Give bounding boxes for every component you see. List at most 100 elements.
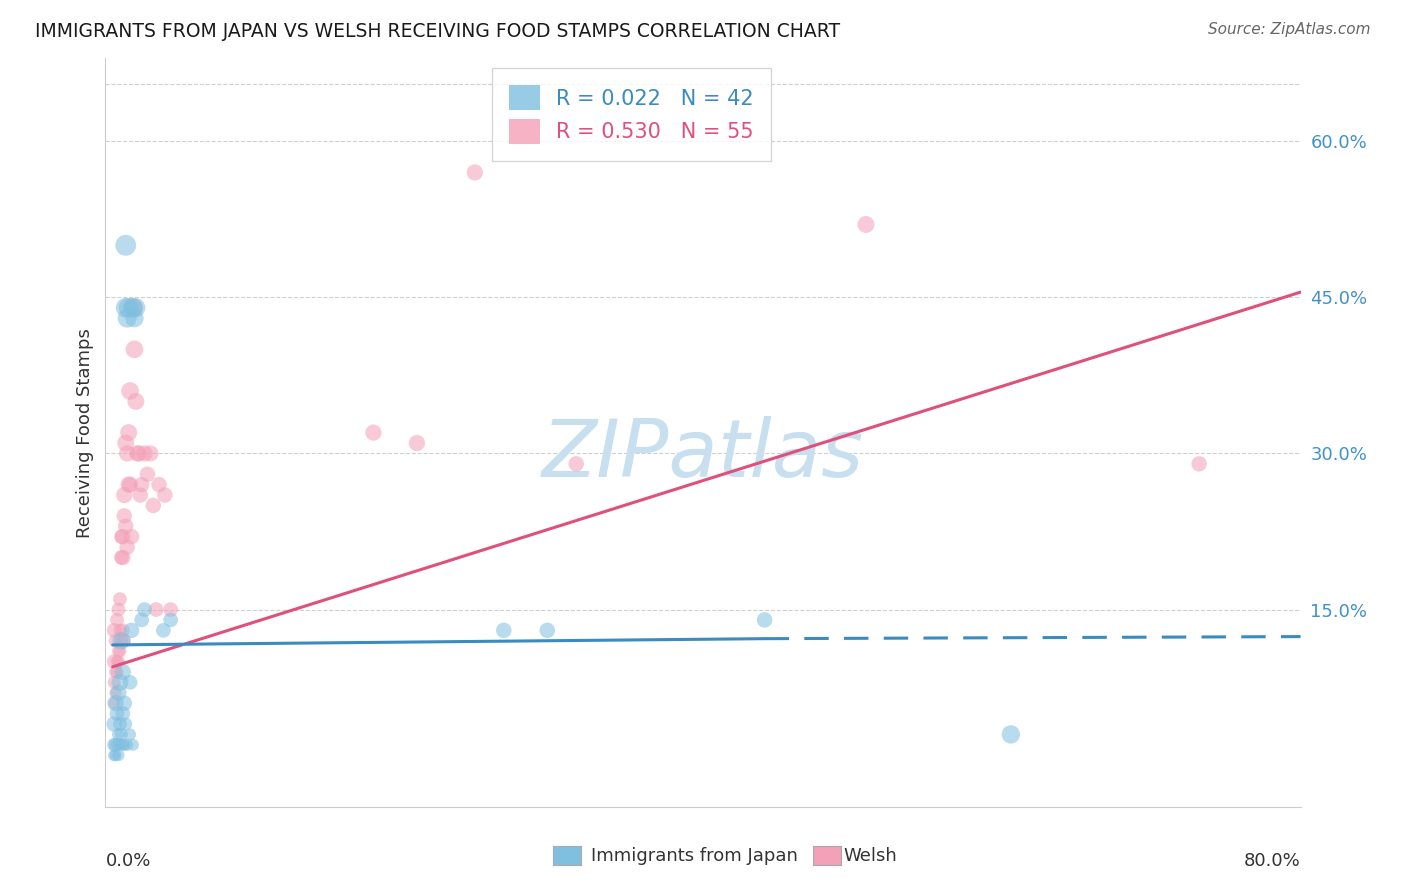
Point	[159, 602, 181, 616]
Text: Welsh: Welsh	[844, 847, 897, 865]
Point	[114, 301, 136, 315]
Point	[124, 311, 146, 326]
Point	[110, 727, 132, 741]
Point	[131, 613, 153, 627]
Point	[117, 301, 139, 315]
Point	[104, 748, 127, 763]
Text: 0.0%: 0.0%	[105, 852, 150, 871]
Point	[114, 238, 136, 252]
Point	[108, 675, 131, 690]
Point	[754, 613, 776, 627]
Point	[120, 477, 142, 491]
Point	[108, 592, 131, 607]
Point	[128, 446, 150, 460]
Point	[124, 343, 146, 357]
Y-axis label: Receiving Food Stamps: Receiving Food Stamps	[76, 327, 94, 538]
Point	[111, 738, 134, 752]
Point	[103, 717, 125, 731]
Point	[103, 696, 125, 710]
Point	[105, 665, 128, 679]
Point	[125, 301, 148, 315]
Point	[112, 696, 135, 710]
Point	[464, 165, 486, 179]
Point	[406, 436, 429, 450]
Point	[148, 477, 170, 491]
Point	[1188, 457, 1211, 471]
Point	[105, 738, 128, 752]
Point	[153, 488, 176, 502]
Point	[129, 488, 152, 502]
Text: Immigrants from Japan: Immigrants from Japan	[591, 847, 797, 865]
Legend: R = 0.022   N = 42, R = 0.530   N = 55: R = 0.022 N = 42, R = 0.530 N = 55	[492, 69, 770, 161]
Point	[152, 624, 174, 638]
Point	[112, 508, 135, 523]
Point	[363, 425, 385, 440]
Text: ZIPatlas: ZIPatlas	[541, 416, 865, 494]
Point	[112, 488, 135, 502]
Point	[108, 644, 131, 658]
Point	[105, 655, 128, 669]
Point	[111, 665, 134, 679]
Point	[134, 446, 156, 460]
Point	[492, 624, 515, 638]
Point	[104, 738, 127, 752]
Point	[145, 602, 167, 616]
Point	[131, 477, 153, 491]
Point	[127, 446, 149, 460]
Point	[139, 446, 162, 460]
Point	[142, 499, 165, 513]
Point	[103, 655, 125, 669]
Point	[110, 550, 132, 565]
Point	[111, 530, 134, 544]
Point	[117, 477, 139, 491]
Point	[111, 624, 134, 638]
Point	[115, 738, 138, 752]
Point	[107, 602, 129, 616]
Point	[110, 633, 132, 648]
Point	[115, 540, 138, 554]
Point	[104, 633, 127, 648]
Point	[114, 519, 136, 533]
Point	[103, 748, 125, 763]
Point	[105, 706, 128, 721]
Point	[159, 613, 181, 627]
Point	[114, 436, 136, 450]
Text: IMMIGRANTS FROM JAPAN VS WELSH RECEIVING FOOD STAMPS CORRELATION CHART: IMMIGRANTS FROM JAPAN VS WELSH RECEIVING…	[35, 22, 841, 41]
Point	[112, 738, 135, 752]
Point	[110, 633, 132, 648]
Point	[107, 644, 129, 658]
Point	[107, 748, 129, 763]
Point	[136, 467, 159, 482]
Point	[107, 727, 129, 741]
Point	[110, 530, 132, 544]
Point	[120, 727, 142, 741]
Point	[103, 675, 125, 690]
Point	[122, 301, 145, 315]
Point	[134, 602, 156, 616]
Point	[114, 717, 136, 731]
Point	[104, 696, 127, 710]
Point	[103, 738, 125, 752]
Point	[108, 738, 131, 752]
Point	[104, 686, 127, 700]
Text: Source: ZipAtlas.com: Source: ZipAtlas.com	[1208, 22, 1371, 37]
Point	[122, 738, 145, 752]
Point	[536, 624, 558, 638]
Point	[112, 633, 135, 648]
Point	[120, 384, 142, 398]
Point	[111, 550, 134, 565]
Point	[855, 218, 877, 232]
Text: 80.0%: 80.0%	[1244, 852, 1301, 871]
Point	[1000, 727, 1022, 741]
Point	[103, 624, 125, 638]
Point	[121, 530, 143, 544]
Point	[115, 311, 138, 326]
Point	[125, 394, 148, 409]
Point	[105, 613, 128, 627]
Point	[565, 457, 588, 471]
Point	[122, 301, 145, 315]
Point	[111, 706, 134, 721]
Point	[108, 717, 131, 731]
Point	[108, 624, 131, 638]
Point	[121, 624, 143, 638]
